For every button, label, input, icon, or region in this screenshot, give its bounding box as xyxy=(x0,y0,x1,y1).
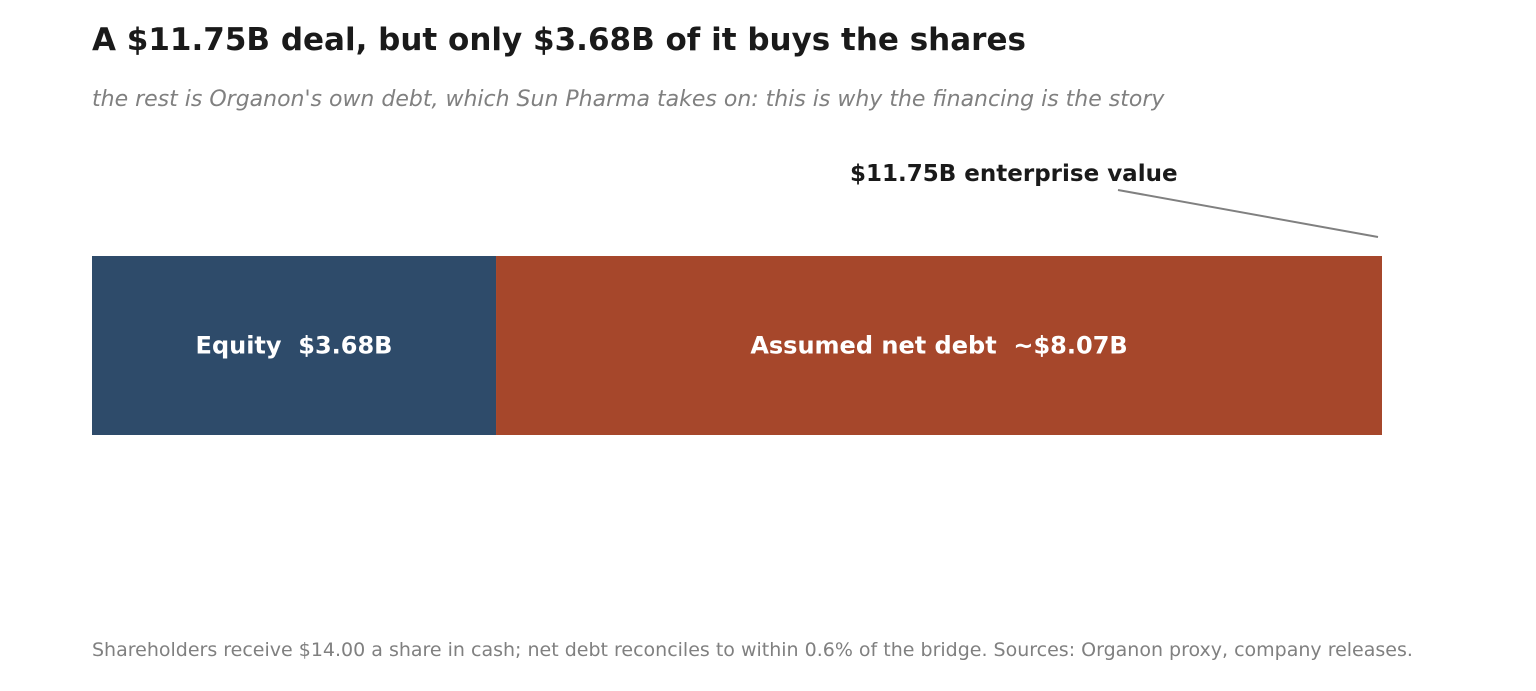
bar-label-equity: Equity $3.68B xyxy=(196,332,393,360)
bar-label-assumed-net-debt: Assumed net debt ~$8.07B xyxy=(750,332,1127,360)
bar-segment-assumed-net-debt xyxy=(496,256,1382,435)
annotation-label: $11.75B enterprise value xyxy=(850,161,1178,187)
bar-segment-equity xyxy=(92,256,497,435)
bar-segments: Equity $3.68B Assumed net debt ~$8.07B xyxy=(92,256,1382,435)
chart-subtitle: the rest is Organon's own debt, which Su… xyxy=(92,87,1165,112)
annotation-leader-line xyxy=(1117,189,1379,238)
chart-title: A $11.75B deal, but only $3.68B of it bu… xyxy=(92,22,1026,58)
footnote: Shareholders receive $14.00 a share in c… xyxy=(92,639,1413,661)
